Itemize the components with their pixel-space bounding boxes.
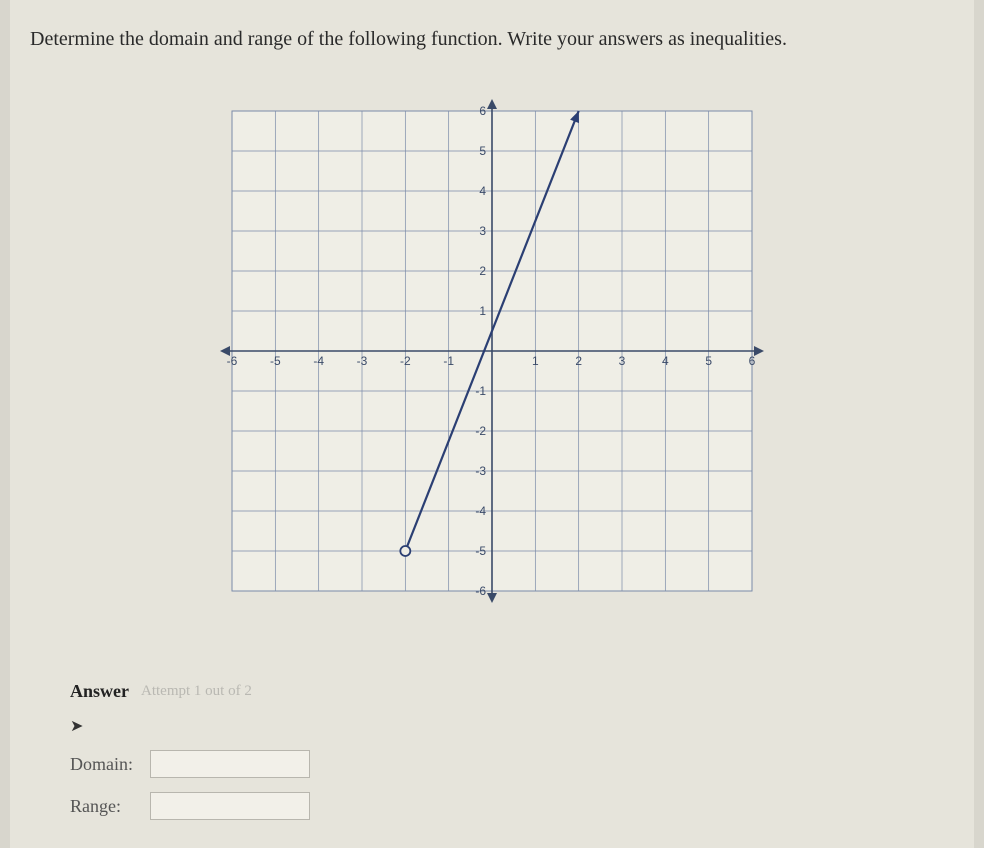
svg-text:4: 4 xyxy=(662,354,669,368)
domain-label: Domain: xyxy=(70,754,150,775)
svg-text:-5: -5 xyxy=(475,544,486,558)
svg-text:3: 3 xyxy=(479,224,486,238)
svg-text:-1: -1 xyxy=(475,384,486,398)
svg-text:-3: -3 xyxy=(475,464,486,478)
question-text: Determine the domain and range of the fo… xyxy=(30,28,954,51)
svg-text:-5: -5 xyxy=(270,354,281,368)
svg-text:-3: -3 xyxy=(357,354,368,368)
svg-text:-4: -4 xyxy=(313,354,324,368)
svg-text:-1: -1 xyxy=(443,354,454,368)
range-input[interactable] xyxy=(150,792,310,820)
svg-text:-2: -2 xyxy=(400,354,411,368)
svg-text:5: 5 xyxy=(705,354,712,368)
svg-text:1: 1 xyxy=(532,354,539,368)
svg-text:4: 4 xyxy=(479,184,486,198)
worksheet-page: Determine the domain and range of the fo… xyxy=(10,0,974,848)
function-graph: -6 -5 -4 -3 -2 -1 1 2 3 4 5 6 -6 -5 -4 -3 -2 -1 1 2 3 4 5 6 xyxy=(212,91,772,611)
svg-text:6: 6 xyxy=(479,104,486,118)
range-label: Range: xyxy=(70,796,150,817)
svg-text:-6: -6 xyxy=(475,584,486,598)
svg-text:2: 2 xyxy=(575,354,582,368)
domain-row: Domain: xyxy=(70,750,954,778)
svg-text:-2: -2 xyxy=(475,424,486,438)
svg-text:2: 2 xyxy=(479,264,486,278)
svg-text:-6: -6 xyxy=(227,354,238,368)
domain-input[interactable] xyxy=(150,750,310,778)
attempt-text: Attempt 1 out of 2 xyxy=(141,683,252,700)
svg-text:1: 1 xyxy=(479,304,486,318)
svg-text:3: 3 xyxy=(619,354,626,368)
chart-container: -6 -5 -4 -3 -2 -1 1 2 3 4 5 6 -6 -5 -4 -3 -2 -1 1 2 3 4 5 6 xyxy=(30,91,954,611)
answer-heading: Answer xyxy=(70,681,129,702)
answer-section: Answer Attempt 1 out of 2 xyxy=(70,681,954,702)
svg-text:5: 5 xyxy=(479,144,486,158)
svg-text:6: 6 xyxy=(749,354,756,368)
cursor-icon: ➤ xyxy=(70,716,954,736)
svg-text:-4: -4 xyxy=(475,504,486,518)
range-row: Range: xyxy=(70,792,954,820)
